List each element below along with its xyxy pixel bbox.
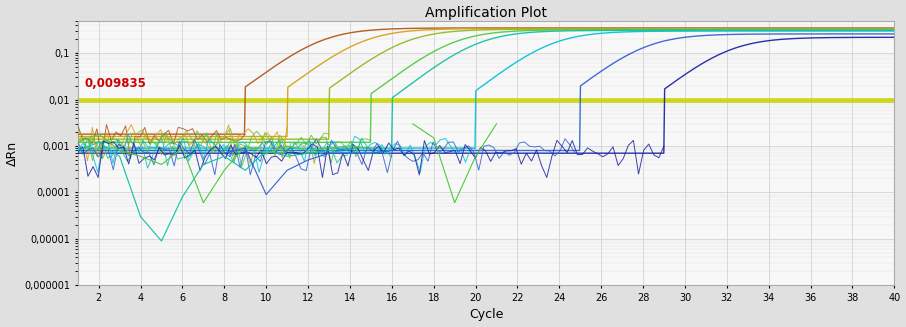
Y-axis label: ΔRn: ΔRn xyxy=(5,140,18,165)
X-axis label: Cycle: Cycle xyxy=(468,308,503,321)
Text: 0,009835: 0,009835 xyxy=(84,77,146,90)
Title: Amplification Plot: Amplification Plot xyxy=(425,6,547,20)
